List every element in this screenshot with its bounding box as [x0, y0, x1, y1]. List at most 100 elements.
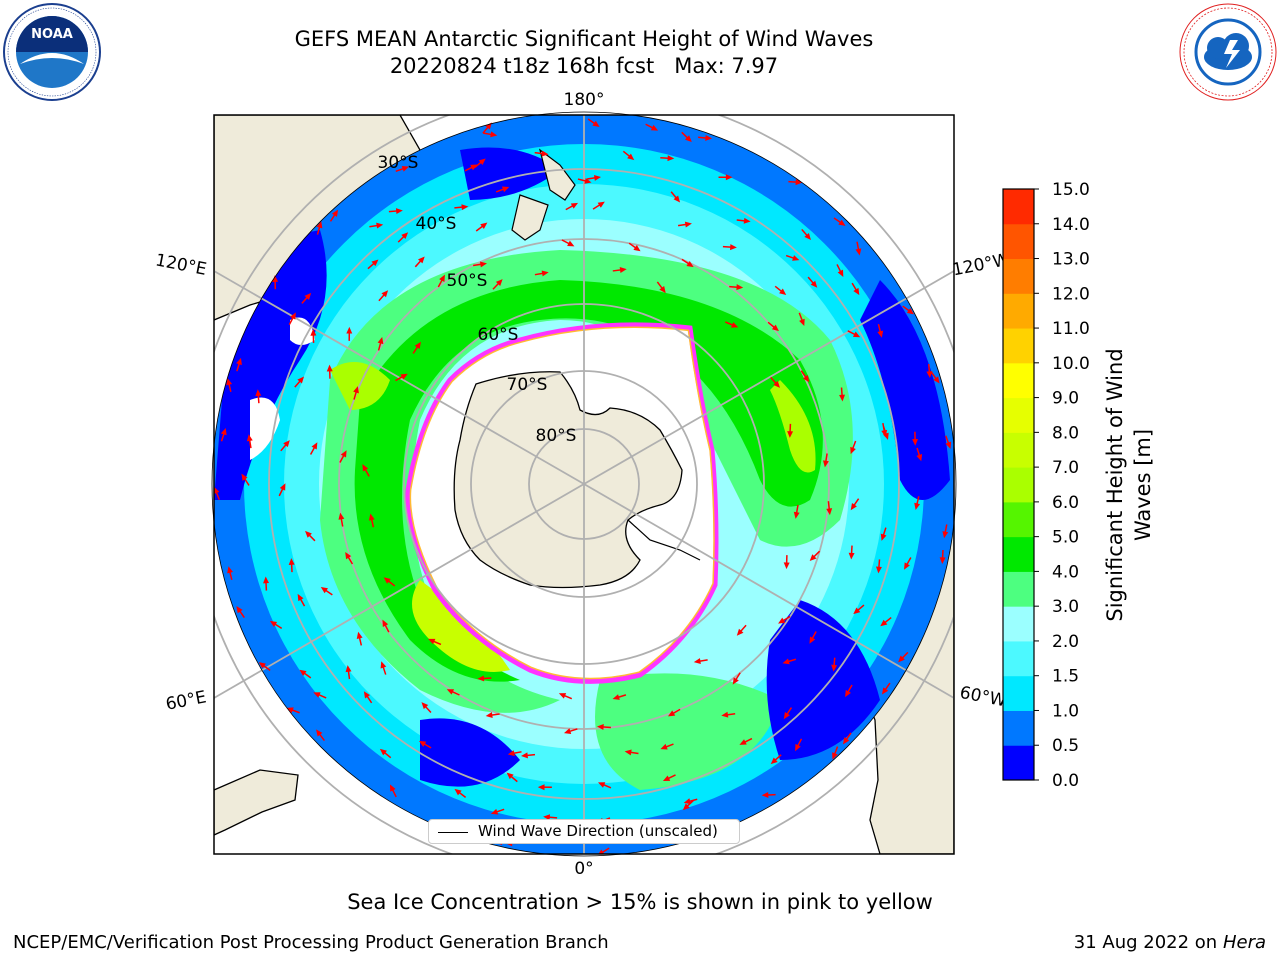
wave-arrow-head	[684, 221, 692, 228]
wave-arrow-head	[693, 658, 701, 665]
wave-arrow-head	[839, 394, 846, 402]
lon-label-120e: 120°E	[154, 250, 209, 279]
wave-arrow-head	[297, 593, 304, 602]
colorbar-swatch	[1003, 501, 1034, 538]
colorbar-swatch	[1003, 432, 1034, 468]
wave-arrow-head	[313, 692, 321, 698]
lat-label-40s: 40°S	[416, 214, 457, 234]
wave-arrow-head	[739, 739, 747, 745]
wave-arrow-head	[311, 442, 318, 450]
noaa-logo-icon: NOAA	[2, 2, 102, 102]
colorbar-swatch	[1003, 258, 1034, 294]
wave-arrow-head	[850, 446, 856, 455]
wave-arrow-head	[826, 508, 833, 516]
wave-arrow-head	[795, 179, 803, 186]
wave-arrow-head	[401, 232, 409, 240]
wave-arrow-head	[490, 808, 499, 815]
wave-arrow-head	[541, 150, 549, 157]
wave-arrow-head	[673, 195, 681, 203]
wave-arrow-head	[912, 438, 919, 446]
colorbar-tick-label: 3.0	[1052, 597, 1079, 617]
colorbar-tick-label: 9.0	[1052, 389, 1079, 409]
wave-arrow-head	[310, 328, 317, 336]
wave-arrow-head	[802, 375, 810, 383]
wave-arrow-head	[778, 617, 786, 624]
colorbar-tick-label: 12.0	[1052, 284, 1090, 304]
wave-arrow-head	[363, 691, 371, 699]
wave-arrow-head	[736, 628, 744, 636]
wave-arrow-head	[624, 749, 632, 756]
graticule	[214, 115, 954, 854]
map-axes-frame	[213, 114, 955, 855]
sea-ice-caption: Sea Ice Concentration > 15% is shown in …	[347, 890, 933, 914]
colorbar-swatch	[1003, 362, 1034, 399]
wave-arrow-head	[650, 124, 659, 131]
wave-arrow-head	[683, 798, 691, 805]
wave-arrow-head	[939, 557, 946, 564]
wave-arrow-head	[446, 689, 455, 695]
wave-arrow-head	[345, 551, 352, 560]
wave-arrow-head	[478, 158, 486, 165]
wave-arrow-head	[381, 290, 389, 298]
colorbar-swatch	[1003, 328, 1034, 364]
footer-date: 31 Aug 2022 on Hera	[1074, 932, 1266, 953]
wave-arrow-head	[414, 341, 421, 349]
wave-arrow-head	[543, 814, 551, 821]
wave-arrow-head	[226, 378, 233, 386]
colorbar-swatch	[1003, 745, 1034, 781]
wave-arrow-head	[395, 208, 403, 215]
wave-arrow-head	[810, 280, 818, 288]
wave-arrow-head	[326, 364, 333, 372]
wave-arrow-head	[480, 222, 488, 229]
noaa-logo-text: NOAA	[31, 27, 73, 42]
wave-arrow-head	[584, 177, 592, 184]
wave-arrow-head	[853, 607, 861, 615]
wave-arrow-head	[377, 336, 384, 345]
colorbar-swatch	[1003, 293, 1034, 329]
wave-arrow-head	[501, 186, 510, 193]
wave-arrow-head	[495, 279, 503, 286]
wave-arrow-head	[612, 694, 620, 700]
wave-arrow-head	[832, 752, 838, 760]
wave-arrow-head	[598, 849, 605, 854]
chart-subtitle: 20220824 t18z 168h fcst Max: 7.97	[389, 54, 779, 78]
colorbar-tick-label: 8.0	[1052, 423, 1079, 443]
colorbar-tick-label: 1.0	[1052, 701, 1079, 721]
colorbar-tick-label: 13.0	[1052, 250, 1090, 270]
wave-arrow-head	[730, 322, 739, 328]
wave-arrow-head	[804, 232, 811, 240]
wave-arrow-head	[848, 552, 855, 560]
colorbar-tick-label: 14.0	[1052, 215, 1090, 235]
wave-arrow-head	[316, 729, 323, 737]
wave-arrow-head	[875, 566, 882, 574]
colorbar-tick-label: 1.5	[1052, 667, 1079, 687]
wave-arrow-head	[842, 737, 850, 745]
wave-arrow-head	[368, 513, 375, 521]
wave-arrow-head	[521, 752, 528, 759]
legend-line-swatch	[438, 832, 468, 833]
wave-arrow-head	[485, 712, 493, 718]
wave-arrow-head	[258, 662, 266, 669]
wave-arrow-head	[783, 562, 790, 570]
wave-arrow-head	[782, 658, 790, 665]
wave-arrow-head	[877, 330, 884, 338]
wave-arrow-head	[783, 712, 790, 720]
wave-arrow-head	[799, 318, 805, 326]
wave-arrow-head	[537, 784, 545, 791]
wave-arrow-head	[793, 511, 800, 519]
wave-arrow-head	[906, 308, 914, 315]
wave-arrow-head	[331, 209, 339, 217]
wave-arrow-head	[771, 324, 779, 332]
wave-arrow-head	[340, 450, 347, 458]
colorbar-label-line1: Significant Height of Wind	[1103, 348, 1127, 621]
lon-label-60e: 60°E	[164, 687, 208, 714]
wave-arrow-head	[283, 440, 290, 448]
wave-arrow-head	[241, 473, 248, 481]
wave-arrow-head	[320, 586, 328, 594]
wave-arrow-head	[880, 533, 887, 541]
wave-arrow-head	[933, 376, 940, 384]
wave-arrow-head	[667, 710, 676, 717]
lon-label-60w: 60°W	[958, 683, 1008, 712]
wave-arrow-head	[705, 134, 713, 141]
wave-arrow-head	[831, 664, 838, 672]
